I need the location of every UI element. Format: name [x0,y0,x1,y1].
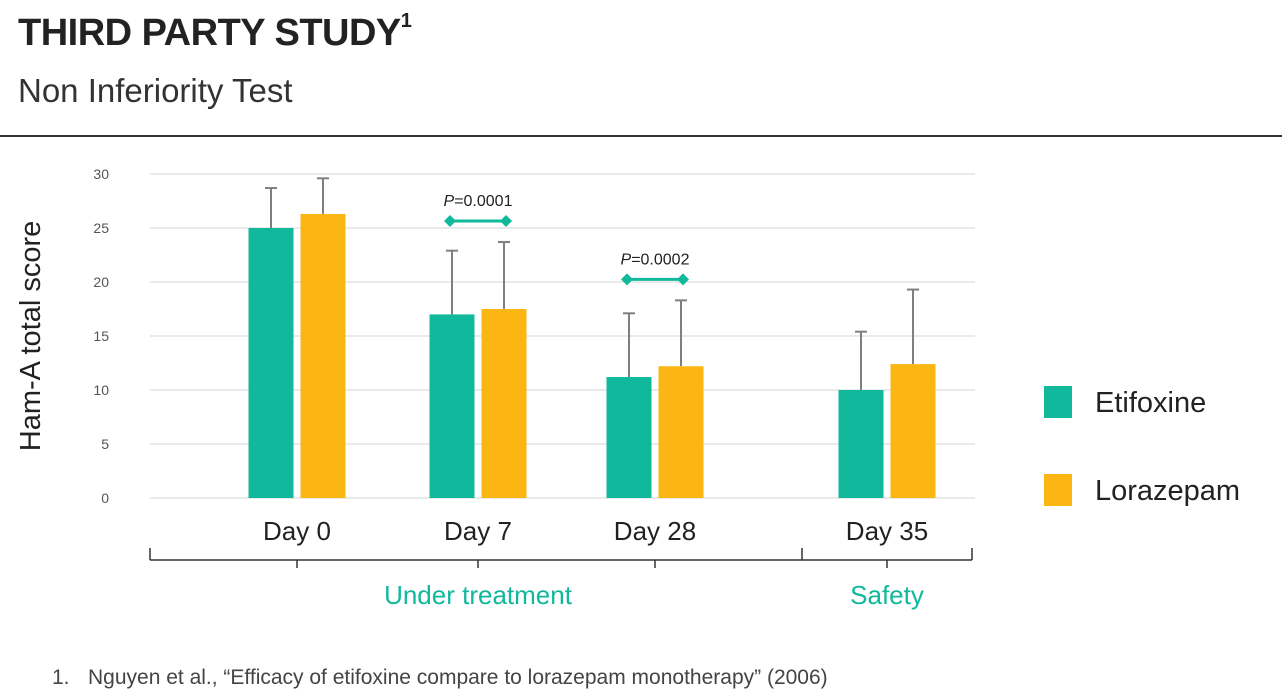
y-tick-label: 10 [93,382,109,398]
y-tick-label: 15 [93,328,109,344]
y-tick-label: 25 [93,220,109,236]
y-tick-label: 0 [101,490,109,506]
bar [248,228,294,498]
legend-swatch [1044,386,1072,418]
p-value-label: P=0.0002 [621,251,690,268]
bracket-end-diamond [444,215,456,228]
y-tick-label: 30 [93,166,109,182]
page-subtitle: Non Inferiority Test [18,72,293,109]
legend-label: Lorazepam [1095,475,1240,507]
x-tick-label: Day 0 [263,516,331,546]
bar [300,213,346,498]
group-label: Safety [850,580,924,610]
group-label: Under treatment [384,580,573,610]
x-tick-label: Day 28 [614,516,696,546]
y-tick-label: 5 [101,436,109,452]
title-text: THIRD PARTY STUDY [18,12,401,54]
y-axis-label: Ham-A total score [15,221,47,451]
legend-swatch [1044,474,1072,506]
bar [658,366,704,498]
header-divider [0,135,1282,137]
bar-chart: 0 5 10 15 20 25 30 Ham-A total score Day 0 Day 7 D… [15,166,1240,610]
p-value-label: P=0.0001 [444,193,513,210]
x-tick-label: Day 35 [846,516,928,546]
legend-label: Etifoxine [1095,387,1206,419]
bracket-end-diamond [500,215,512,228]
page-title: THIRD PARTY STUDY1 [18,10,412,55]
title-footnote-marker: 1 [400,10,412,33]
footnote-number: 1. [52,666,70,689]
bar [481,309,527,498]
footnote-text: Nguyen et al., “Efficacy of etifoxine co… [88,666,828,689]
bracket-end-diamond [677,273,689,286]
bar [429,314,475,498]
footnote: 1. Nguyen et al., “Efficacy of etifoxine … [52,666,828,690]
bar [838,390,884,498]
bar [606,377,652,498]
bracket-end-diamond [621,273,633,286]
y-tick-label: 20 [93,274,109,290]
bar [890,364,936,498]
x-tick-label: Day 7 [444,516,512,546]
